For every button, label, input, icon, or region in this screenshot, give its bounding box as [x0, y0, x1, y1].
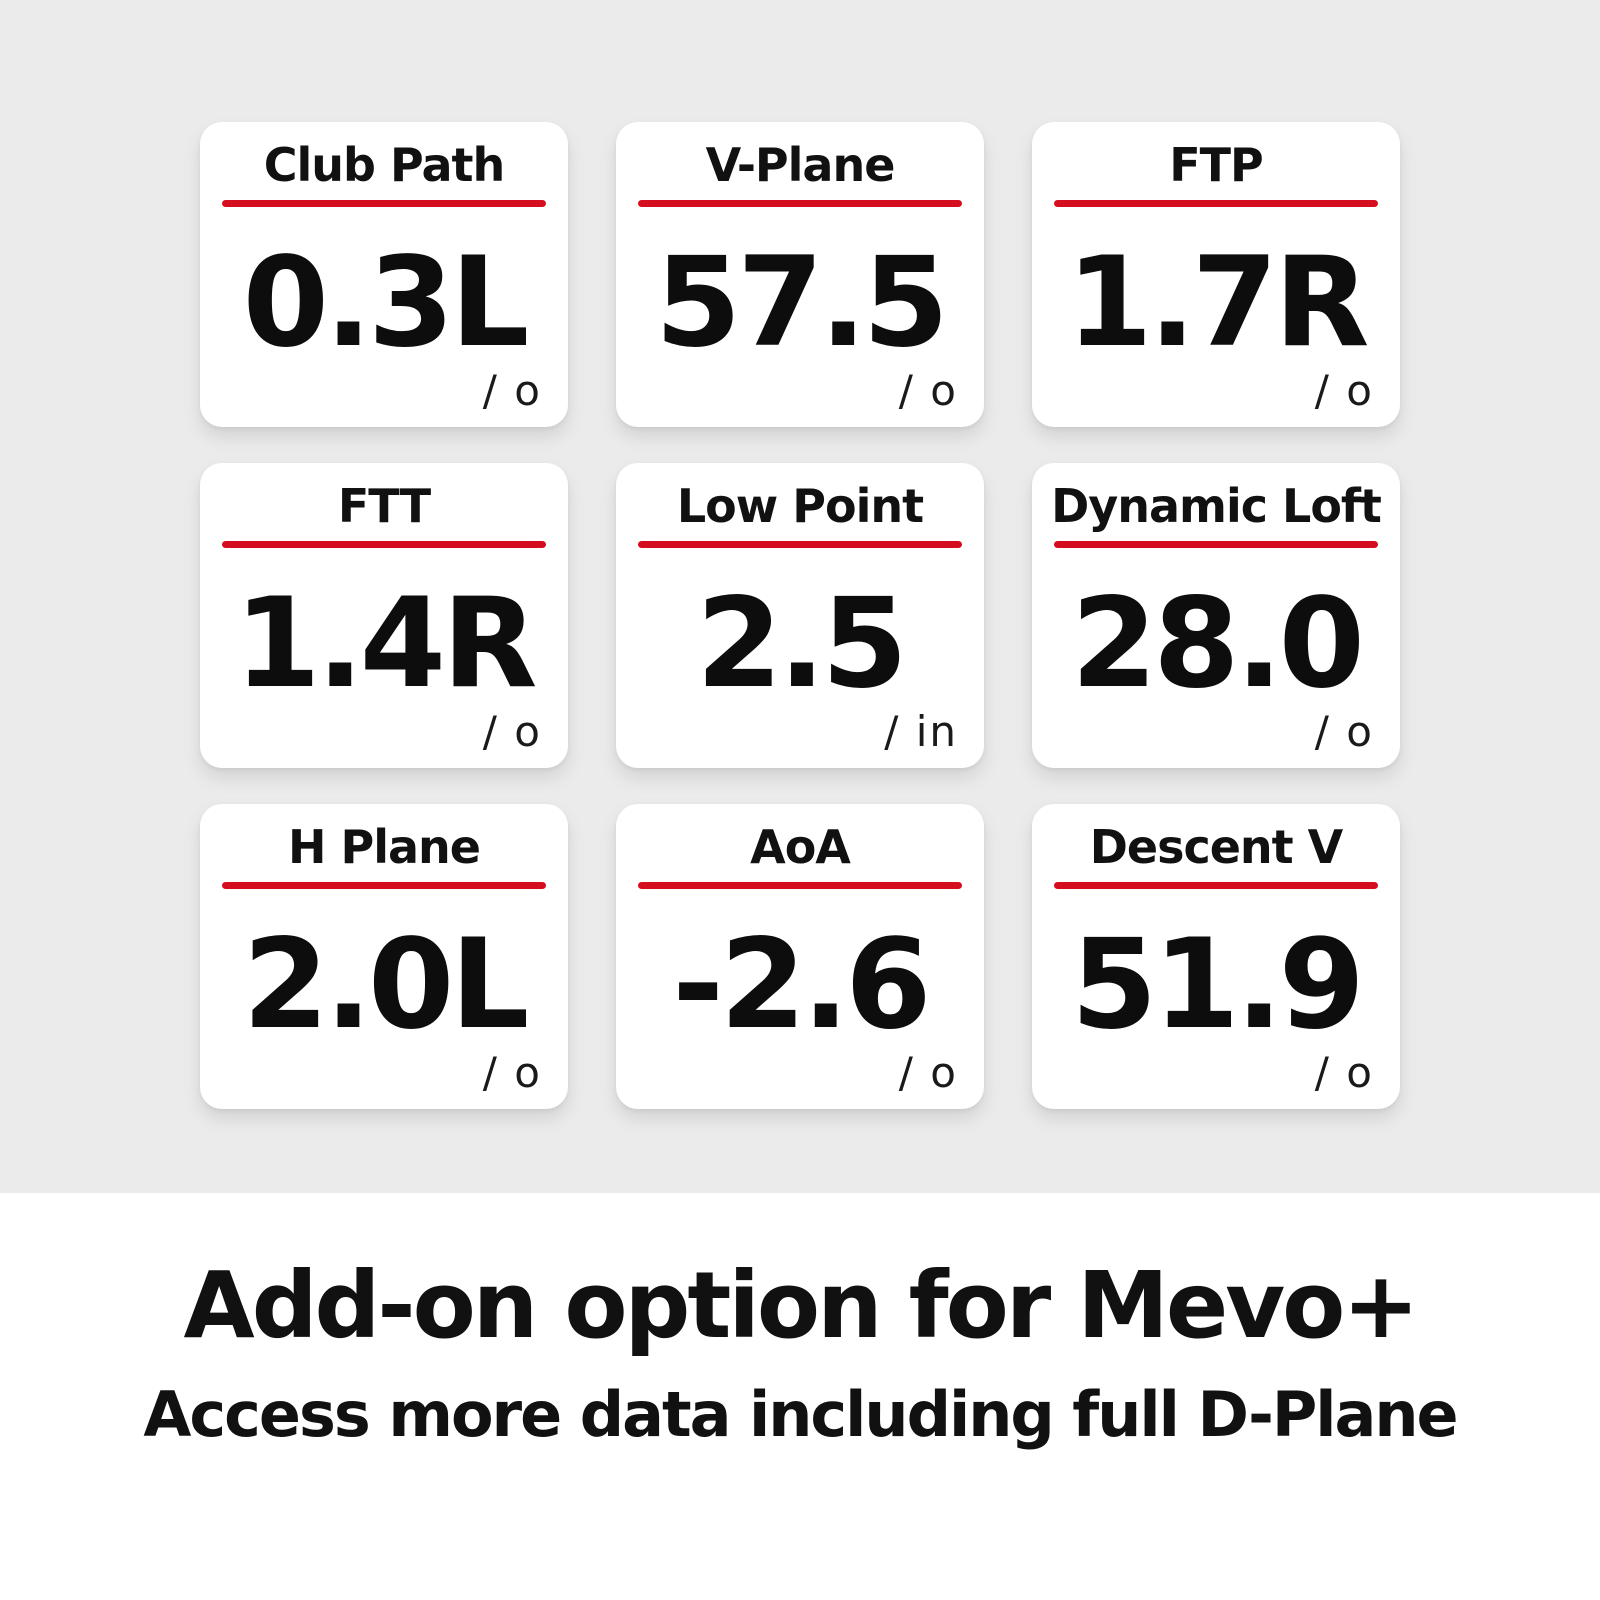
metric-card-v-plane: V-Plane 57.5 / o — [616, 122, 984, 427]
red-underline — [1054, 882, 1378, 889]
metric-unit: / o — [482, 707, 542, 756]
metrics-panel: Club Path 0.3L / o V-Plane 57.5 / o FTP … — [0, 0, 1600, 1193]
red-underline — [1054, 541, 1378, 548]
metric-title: Dynamic Loft — [1051, 479, 1382, 533]
metric-title: AoA — [750, 820, 851, 874]
red-underline — [222, 541, 546, 548]
metric-value: 2.5 — [696, 572, 908, 716]
metric-unit: / o — [482, 1048, 542, 1097]
red-underline — [638, 200, 962, 207]
metric-unit: / o — [482, 366, 542, 415]
metric-unit: / o — [1314, 707, 1374, 756]
footer-title: Add-on option for Mevo+ — [183, 1252, 1420, 1359]
metric-value: 0.3L — [242, 231, 530, 375]
metric-unit: / o — [898, 366, 958, 415]
red-underline — [222, 882, 546, 889]
footer-section: Add-on option for Mevo+ Access more data… — [0, 1193, 1600, 1600]
metric-card-club-path: Club Path 0.3L / o — [200, 122, 568, 427]
metric-card-ftt: FTT 1.4R / o — [200, 463, 568, 768]
metric-value: 28.0 — [1071, 572, 1365, 716]
metric-card-h-plane: H Plane 2.0L / o — [200, 804, 568, 1109]
metric-card-low-point: Low Point 2.5 / in — [616, 463, 984, 768]
metric-unit: / in — [884, 707, 958, 756]
red-underline — [638, 882, 962, 889]
metric-title: FTT — [337, 479, 431, 533]
metric-unit: / o — [898, 1048, 958, 1097]
metric-card-dynamic-loft: Dynamic Loft 28.0 / o — [1032, 463, 1400, 768]
metric-card-aoa: AoA -2.6 / o — [616, 804, 984, 1109]
metric-value: -2.6 — [672, 913, 931, 1057]
metric-unit: / o — [1314, 1048, 1374, 1097]
metric-title: Low Point — [676, 479, 924, 533]
metric-value: 1.7R — [1066, 231, 1369, 375]
metric-title: Club Path — [263, 138, 505, 192]
red-underline — [222, 200, 546, 207]
metric-card-descent-v: Descent V 51.9 / o — [1032, 804, 1400, 1109]
metric-title: H Plane — [288, 820, 481, 874]
red-underline — [1054, 200, 1378, 207]
metric-title: Descent V — [1089, 820, 1344, 874]
red-underline — [638, 541, 962, 548]
metric-value: 51.9 — [1071, 913, 1365, 1057]
metric-title: V-Plane — [705, 138, 896, 192]
metric-unit: / o — [1314, 366, 1374, 415]
metric-card-ftp: FTP 1.7R / o — [1032, 122, 1400, 427]
metric-value: 1.4R — [234, 572, 537, 716]
footer-subtitle: Access more data including full D-Plane — [143, 1378, 1458, 1451]
metric-title: FTP — [1169, 138, 1264, 192]
metric-value: 57.5 — [655, 231, 949, 375]
metric-value: 2.0L — [242, 913, 530, 1057]
metrics-grid: Club Path 0.3L / o V-Plane 57.5 / o FTP … — [200, 122, 1400, 1109]
